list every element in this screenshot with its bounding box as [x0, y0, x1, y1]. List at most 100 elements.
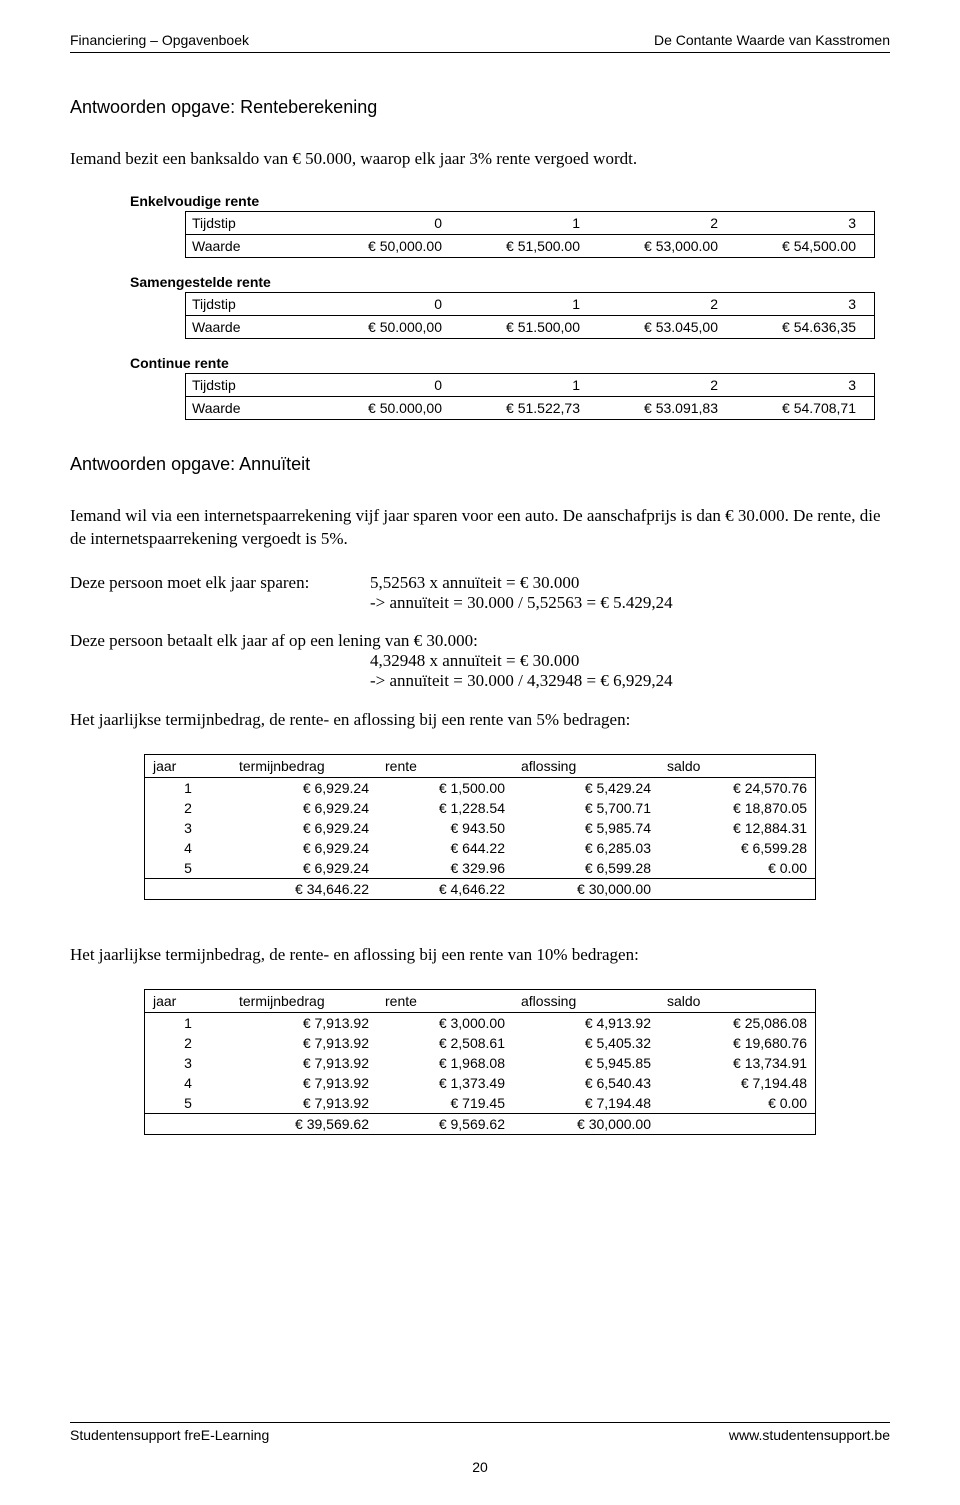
- table-row: 2€ 7,913.92€ 2,508.61€ 5,405.32€ 19,680.…: [145, 1033, 816, 1053]
- cell: € 54.708,71: [736, 396, 875, 419]
- cell: € 51.522,73: [460, 396, 598, 419]
- cell: 2: [598, 211, 736, 234]
- column-header: saldo: [659, 754, 816, 777]
- amort-table-10pct: jaartermijnbedragrenteaflossingsaldo1€ 7…: [144, 989, 816, 1135]
- cell: € 1,500.00: [377, 777, 513, 798]
- column-header: jaar: [145, 989, 232, 1012]
- cell: 2: [598, 373, 736, 396]
- cell: € 6,599.28: [659, 838, 816, 858]
- calc-loan: Deze persoon betaalt elk jaar af op een …: [70, 631, 890, 691]
- column-header: termijnbedrag: [231, 754, 377, 777]
- cell: 1: [145, 777, 232, 798]
- table-total-row: € 39,569.62€ 9,569.62€ 30,000.00: [145, 1113, 816, 1134]
- cell: 4: [145, 838, 232, 858]
- cell: € 7,913.92: [231, 1012, 377, 1033]
- row-label: Waarde: [186, 396, 323, 419]
- cell: € 6,929.24: [231, 858, 377, 879]
- header-bar: Financiering – Opgavenboek De Contante W…: [70, 32, 890, 53]
- table-row: 4€ 7,913.92€ 1,373.49€ 6,540.43€ 7,194.4…: [145, 1073, 816, 1093]
- cell: € 7,913.92: [231, 1093, 377, 1114]
- column-header: termijnbedrag: [231, 989, 377, 1012]
- row-label: Tijdstip: [186, 373, 323, 396]
- cell: € 5,985.74: [513, 818, 659, 838]
- calc-loan-line1: 4,32948 x annuïteit = € 30.000: [70, 651, 890, 671]
- cell: 5: [145, 1093, 232, 1114]
- cell: € 5,945.85: [513, 1053, 659, 1073]
- cell: € 5,405.32: [513, 1033, 659, 1053]
- column-header: aflossing: [513, 754, 659, 777]
- cell: € 6,929.24: [231, 777, 377, 798]
- section1-intro: Iemand bezit een banksaldo van € 50.000,…: [70, 148, 890, 171]
- cell: € 1,228.54: [377, 798, 513, 818]
- cell: € 0.00: [659, 858, 816, 879]
- cell: 3: [736, 292, 875, 315]
- cell: 3: [145, 818, 232, 838]
- cell: € 9,569.62: [377, 1113, 513, 1134]
- table-row: Tijdstip0123: [186, 211, 875, 234]
- table-row: 3€ 6,929.24€ 943.50€ 5,985.74€ 12,884.31: [145, 818, 816, 838]
- column-header: jaar: [145, 754, 232, 777]
- section2-intro: Iemand wil via een internetspaarrekening…: [70, 505, 890, 551]
- amort10-caption: Het jaarlijkse termijnbedrag, de rente- …: [70, 944, 890, 967]
- cell: € 943.50: [377, 818, 513, 838]
- cell: € 54,500.00: [736, 234, 875, 257]
- calc-save-lead: Deze persoon moet elk jaar sparen:: [70, 573, 370, 593]
- cell: [145, 1113, 232, 1134]
- time-table-block: Continue renteTijdstip0123Waarde€ 50.000…: [70, 355, 890, 420]
- table-row: Waarde€ 50,000.00€ 51,500.00€ 53,000.00€…: [186, 234, 875, 257]
- table-row: 1€ 7,913.92€ 3,000.00€ 4,913.92€ 25,086.…: [145, 1012, 816, 1033]
- cell: 4: [145, 1073, 232, 1093]
- table-header-row: jaartermijnbedragrenteaflossingsaldo: [145, 754, 816, 777]
- cell: 2: [598, 292, 736, 315]
- calc-loan-lead: Deze persoon betaalt elk jaar af op een …: [70, 631, 890, 651]
- calc-save-line1: 5,52563 x annuïteit = € 30.000: [370, 573, 890, 593]
- cell: € 7,913.92: [231, 1073, 377, 1093]
- cell: 0: [322, 292, 460, 315]
- amort5-caption: Het jaarlijkse termijnbedrag, de rente- …: [70, 709, 890, 732]
- cell: 5: [145, 858, 232, 879]
- section1-title: Antwoorden opgave: Renteberekening: [70, 97, 890, 118]
- cell: € 51,500.00: [460, 234, 598, 257]
- cell: € 39,569.62: [231, 1113, 377, 1134]
- cell: 1: [145, 1012, 232, 1033]
- cell: € 4,913.92: [513, 1012, 659, 1033]
- table-row: Tijdstip0123: [186, 373, 875, 396]
- cell: € 1,373.49: [377, 1073, 513, 1093]
- time-table-title: Samengestelde rente: [70, 274, 890, 290]
- calc-save-line2: -> annuïteit = 30.000 / 5,52563 = € 5.42…: [70, 593, 890, 613]
- table-row: 3€ 7,913.92€ 1,968.08€ 5,945.85€ 13,734.…: [145, 1053, 816, 1073]
- table-row: 5€ 6,929.24€ 329.96€ 6,599.28€ 0.00: [145, 858, 816, 879]
- table-header-row: jaartermijnbedragrenteaflossingsaldo: [145, 989, 816, 1012]
- cell: € 7,913.92: [231, 1053, 377, 1073]
- calc-loan-line2: -> annuïteit = 30.000 / 4,32948 = € 6,92…: [70, 671, 890, 691]
- time-table-block: Samengestelde renteTijdstip0123Waarde€ 5…: [70, 274, 890, 339]
- cell: 2: [145, 798, 232, 818]
- cell: € 6,285.03: [513, 838, 659, 858]
- cell: € 18,870.05: [659, 798, 816, 818]
- column-header: rente: [377, 754, 513, 777]
- time-table: Tijdstip0123Waarde€ 50,000.00€ 51,500.00…: [185, 211, 875, 258]
- footer-left: Studentensupport freE-Learning: [70, 1427, 269, 1443]
- section2-title: Antwoorden opgave: Annuïteit: [70, 454, 890, 475]
- cell: € 19,680.76: [659, 1033, 816, 1053]
- time-tables-container: Enkelvoudige renteTijdstip0123Waarde€ 50…: [70, 193, 890, 420]
- row-label: Tijdstip: [186, 211, 323, 234]
- row-label: Waarde: [186, 315, 323, 338]
- cell: € 50,000.00: [322, 234, 460, 257]
- cell: € 24,570.76: [659, 777, 816, 798]
- cell: € 3,000.00: [377, 1012, 513, 1033]
- cell: 1: [460, 373, 598, 396]
- cell: € 51.500,00: [460, 315, 598, 338]
- cell: € 53.045,00: [598, 315, 736, 338]
- cell: 3: [736, 211, 875, 234]
- column-header: aflossing: [513, 989, 659, 1012]
- amort-table-5pct: jaartermijnbedragrenteaflossingsaldo1€ 6…: [144, 754, 816, 900]
- cell: € 7,913.92: [231, 1033, 377, 1053]
- table-row: 2€ 6,929.24€ 1,228.54€ 5,700.71€ 18,870.…: [145, 798, 816, 818]
- cell: € 50.000,00: [322, 396, 460, 419]
- cell: [659, 1113, 816, 1134]
- cell: 1: [460, 211, 598, 234]
- cell: € 0.00: [659, 1093, 816, 1114]
- table-row: Waarde€ 50.000,00€ 51.500,00€ 53.045,00€…: [186, 315, 875, 338]
- cell: € 5,700.71: [513, 798, 659, 818]
